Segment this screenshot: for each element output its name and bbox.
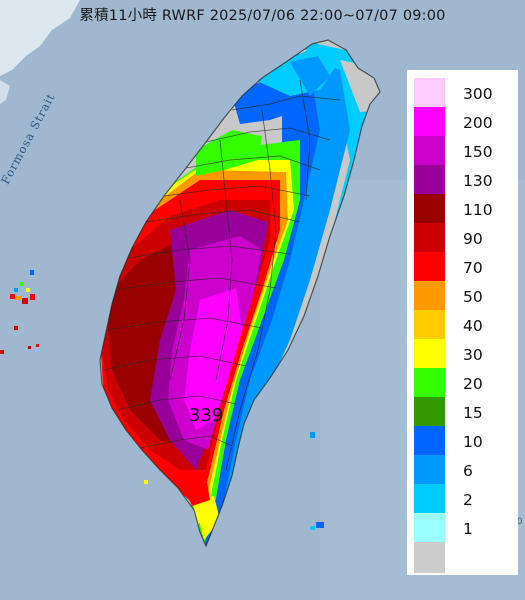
legend-label: 90 [463, 230, 483, 248]
rain-south-yellow [194, 496, 220, 540]
map-title: 累積11小時 RWRF 2025/07/06 22:00~07/07 09:00 [79, 8, 446, 24]
legend-label: 200 [463, 114, 493, 132]
legend-swatch [414, 455, 445, 486]
max-rainfall-label: 339 [189, 405, 224, 426]
legend-row: 110 [407, 194, 518, 225]
legend-swatch [414, 513, 445, 544]
legend-label: 130 [463, 172, 493, 190]
legend-swatch [414, 281, 445, 312]
legend-row: 200 [407, 107, 518, 138]
legend-label: 30 [463, 346, 483, 364]
legend-row: 300 [407, 78, 518, 109]
legend-row: 2 [407, 484, 518, 515]
legend-label: 110 [463, 201, 493, 219]
legend-row [407, 542, 518, 573]
legend-row: 40 [407, 310, 518, 341]
legend-swatch [414, 252, 445, 283]
legend-row: 130 [407, 165, 518, 196]
rain-north-green [196, 130, 262, 176]
legend-row: 90 [407, 223, 518, 254]
legend-swatch [414, 165, 445, 196]
legend-row: 150 [407, 136, 518, 167]
legend-label: 6 [463, 462, 473, 480]
legend-row: 1 [407, 513, 518, 544]
legend-swatch [414, 542, 445, 573]
legend-swatch [414, 194, 445, 225]
legend-label: 15 [463, 404, 483, 422]
mainland-coast [0, 0, 80, 76]
rain-south-red [180, 476, 210, 506]
legend-swatch [414, 426, 445, 457]
legend-swatch [414, 136, 445, 167]
legend-row: 70 [407, 252, 518, 283]
legend-swatch [414, 107, 445, 138]
legend-label: 50 [463, 288, 483, 306]
legend-label: 150 [463, 143, 493, 161]
legend-swatch [414, 78, 445, 109]
legend-label: 1 [463, 520, 473, 538]
rainfall-legend: 300 200 150 130 110 90 70 50 40 30 20 [407, 70, 518, 575]
east-islands [144, 432, 324, 530]
legend-row: 20 [407, 368, 518, 399]
legend-row: 15 [407, 397, 518, 428]
legend-swatch [414, 484, 445, 515]
boundary-lines [99, 39, 381, 548]
legend-row: 10 [407, 426, 518, 457]
legend-swatch [414, 223, 445, 254]
legend-row: 50 [407, 281, 518, 312]
legend-label: 40 [463, 317, 483, 335]
legend-label: 300 [463, 85, 493, 103]
legend-label: 70 [463, 259, 483, 277]
legend-label: 10 [463, 433, 483, 451]
legend-swatch [414, 397, 445, 428]
rain-north-darkblue [290, 56, 330, 96]
mainland-coast-patch [0, 80, 10, 104]
legend-swatch [414, 339, 445, 370]
legend-swatch [414, 368, 445, 399]
legend-row: 6 [407, 455, 518, 486]
legend-row: 30 [407, 339, 518, 370]
legend-swatch [414, 310, 445, 341]
legend-label: 20 [463, 375, 483, 393]
penghu-islands [0, 270, 39, 354]
legend-label: 2 [463, 491, 473, 509]
